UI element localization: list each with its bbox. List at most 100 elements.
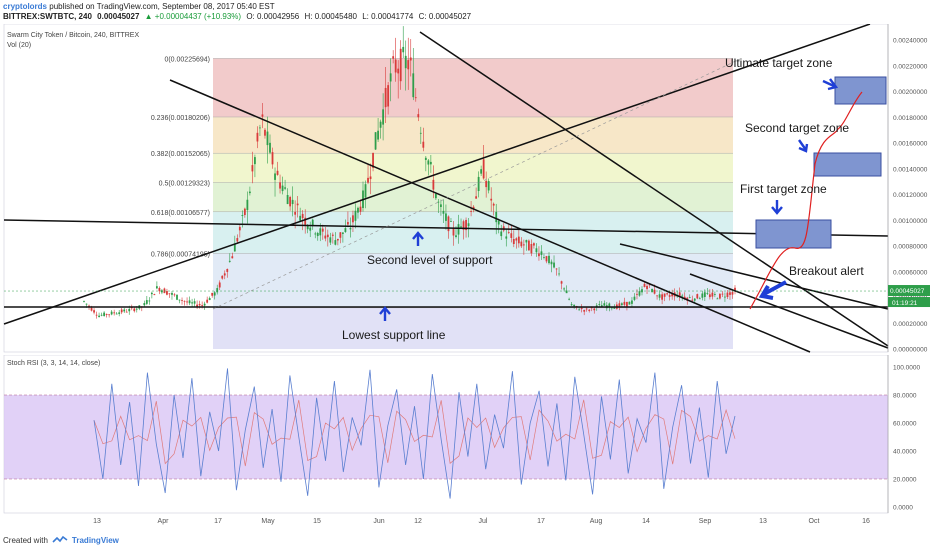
candle-body xyxy=(382,109,385,125)
symbol-label: BITTREX:SWTBTC, 240 xyxy=(3,12,92,21)
candle-body xyxy=(681,295,684,297)
candle-body xyxy=(173,294,176,296)
candle-body xyxy=(598,304,601,305)
candle-body xyxy=(130,307,133,309)
rsi-tick: 60.0000 xyxy=(893,421,917,428)
candle-body xyxy=(701,293,704,298)
candle-body xyxy=(666,293,669,295)
candle-body xyxy=(321,228,324,232)
candle-body xyxy=(399,48,402,82)
candle-body xyxy=(429,161,432,165)
candle-body xyxy=(339,232,342,238)
candle-body xyxy=(218,282,221,288)
candle-body xyxy=(397,68,400,74)
fib-label: 0.5(0.00129323) xyxy=(159,180,210,187)
candle-body xyxy=(487,181,490,191)
candle-body xyxy=(389,73,392,82)
projected-path xyxy=(749,91,863,310)
candle-body xyxy=(608,303,611,308)
candle-body xyxy=(203,303,206,306)
time-tick: Jun xyxy=(373,518,385,525)
trend-line xyxy=(619,243,889,310)
price-tick: 0.00220000 xyxy=(893,63,928,70)
candle-body xyxy=(424,157,427,160)
pane-title: Swarm City Token / Bitcoin, 240, BITTREX xyxy=(7,32,140,39)
last-price: 0.00045027 xyxy=(97,12,140,21)
candle-body xyxy=(216,288,219,293)
candle-body xyxy=(228,260,231,262)
candle-body xyxy=(259,127,261,129)
price-tick: 0.00120000 xyxy=(893,192,928,199)
candle-body xyxy=(417,114,420,118)
candle-body xyxy=(279,182,281,189)
candle-body xyxy=(656,295,658,297)
candle-body xyxy=(658,294,661,298)
fib-label: 0(0.00225694) xyxy=(164,56,210,63)
candle-body xyxy=(432,179,435,190)
price-change: ▲ +0.00004437 (+10.93%) xyxy=(144,12,242,21)
candle-body xyxy=(178,299,181,301)
candle-body xyxy=(510,233,513,238)
candle-body xyxy=(274,173,276,180)
candle-body xyxy=(329,237,332,243)
candle-body xyxy=(490,198,493,201)
candle-body xyxy=(115,313,118,315)
annotation-arrow xyxy=(379,306,391,321)
created-with-label: Created with xyxy=(3,535,48,545)
candle-body xyxy=(613,307,616,309)
author-link[interactable]: cryptolords xyxy=(3,2,48,11)
candle-body xyxy=(568,298,571,300)
candle-body xyxy=(706,292,709,294)
tradingview-link[interactable]: TradingView xyxy=(71,535,119,545)
candle-body xyxy=(412,73,415,98)
candle-body xyxy=(168,293,171,295)
candle-body xyxy=(545,256,548,262)
candle-body xyxy=(171,292,173,295)
candle-body xyxy=(734,287,736,291)
last-price-tag-bg xyxy=(888,285,930,297)
candle-body xyxy=(724,296,726,298)
candle-body xyxy=(445,213,447,221)
candle-body xyxy=(349,228,352,230)
candle-body xyxy=(525,239,528,243)
countdown-tag-bg xyxy=(888,297,930,308)
stoch-rsi-pane[interactable]: 100.0000 80.0000 60.0000 40.0000 20.0000 0.00… xyxy=(0,355,932,515)
candle-body xyxy=(646,285,648,290)
candle-body xyxy=(196,304,199,307)
candle-body xyxy=(236,238,239,242)
countdown-tag: 01:19:21 xyxy=(892,300,918,307)
rsi-d-line xyxy=(93,399,736,467)
volume-label: Vol (20) xyxy=(7,42,32,49)
publish-line: cryptolords published on TradingView.com… xyxy=(3,2,275,12)
time-tick: 12 xyxy=(414,518,422,525)
candle-body xyxy=(248,191,251,194)
candle-body xyxy=(407,60,410,70)
candle-body xyxy=(311,219,314,226)
ohlc-close: C: 0.00045027 xyxy=(418,12,472,21)
fib-label: 0.382(0.00152065) xyxy=(151,151,210,158)
time-tick: Sep xyxy=(698,518,712,525)
candle-body xyxy=(455,235,457,237)
candle-body xyxy=(409,57,412,61)
candle-body xyxy=(482,159,485,179)
lowest-support-label: Lowest support line xyxy=(342,328,446,342)
price-pane[interactable]: 0(0.00225694) 0.236(0.00180206) 0.382(0.00… xyxy=(0,24,932,354)
candle-body xyxy=(294,211,297,215)
fib-label: 0.236(0.00180206) xyxy=(151,115,210,122)
target-zone-box xyxy=(834,76,887,105)
candle-body xyxy=(505,236,508,239)
candle-body xyxy=(271,152,274,165)
candle-body xyxy=(125,311,128,313)
time-tick: 15 xyxy=(313,518,321,525)
candle-body xyxy=(585,308,588,310)
rsi-tick: 0.0000 xyxy=(893,505,913,512)
fib-band xyxy=(213,116,733,154)
candle-body xyxy=(367,177,369,183)
candle-body xyxy=(198,303,201,306)
time-tick: 14 xyxy=(642,518,650,525)
candle-body xyxy=(708,294,711,298)
candle-body xyxy=(440,204,442,208)
time-tick: 17 xyxy=(537,518,545,525)
candle-body xyxy=(166,291,168,295)
candle-body xyxy=(306,225,309,230)
